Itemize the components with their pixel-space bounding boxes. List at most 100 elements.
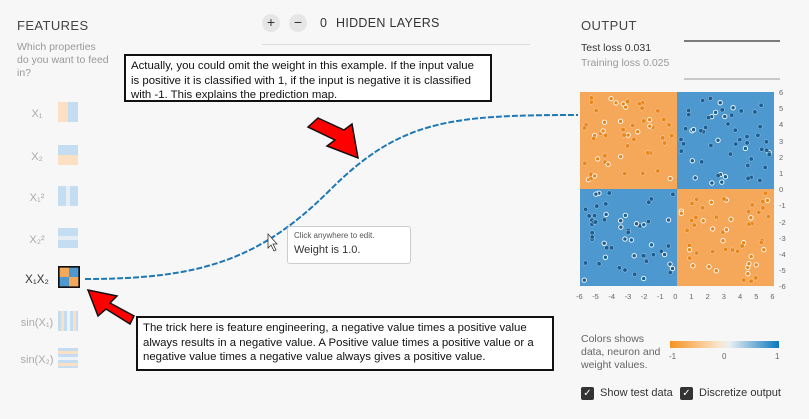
feature-x1-thumbnail bbox=[58, 102, 78, 122]
data-point bbox=[586, 213, 592, 219]
data-point bbox=[592, 173, 598, 179]
test-loss: Test loss 0.031 bbox=[581, 42, 651, 54]
data-point bbox=[621, 132, 627, 138]
remove-layer-button[interactable]: − bbox=[289, 14, 307, 32]
data-point bbox=[640, 253, 646, 259]
data-point bbox=[603, 133, 609, 138]
feature-x1-squared-thumbnail bbox=[58, 186, 78, 206]
y-tick-label: -3 bbox=[779, 233, 786, 243]
data-point bbox=[628, 237, 635, 243]
feature-x2[interactable]: X₂ bbox=[20, 145, 90, 171]
data-point bbox=[603, 201, 609, 207]
weight-link[interactable] bbox=[84, 114, 579, 280]
data-point bbox=[667, 261, 673, 267]
data-point bbox=[582, 160, 588, 166]
data-point bbox=[758, 102, 764, 108]
data-point bbox=[639, 105, 645, 111]
data-point bbox=[618, 153, 624, 160]
y-tick-label: -6 bbox=[779, 282, 786, 292]
data-point bbox=[647, 123, 653, 129]
data-point bbox=[760, 199, 766, 204]
feature-label: X₁X₂ bbox=[25, 274, 49, 286]
feature-x2-squared-thumbnail bbox=[58, 228, 78, 248]
output-heatmap bbox=[580, 92, 774, 286]
data-point bbox=[665, 217, 672, 223]
y-tick-label: -5 bbox=[779, 266, 786, 276]
data-point bbox=[760, 205, 766, 211]
y-tick-label: -1 bbox=[779, 201, 786, 211]
data-point bbox=[640, 171, 646, 176]
add-layer-button[interactable]: + bbox=[262, 14, 280, 32]
data-point bbox=[661, 251, 668, 258]
hidden-layers-count: 0 bbox=[320, 16, 327, 30]
feature-x1x2[interactable]: X₁X₂ bbox=[20, 266, 90, 294]
feature-x1x2-thumbnail bbox=[58, 266, 80, 288]
feature-x1-squared[interactable]: X₁² bbox=[20, 186, 90, 212]
data-point bbox=[601, 240, 607, 246]
data-point bbox=[749, 202, 755, 208]
data-point bbox=[748, 215, 754, 221]
x-tick-label: -6 bbox=[576, 292, 583, 301]
feature-sin-x1-thumbnail bbox=[58, 311, 78, 331]
plus-icon: + bbox=[266, 14, 276, 30]
data-point bbox=[655, 108, 661, 114]
data-point bbox=[581, 277, 587, 283]
data-point bbox=[683, 126, 688, 132]
data-point bbox=[651, 252, 656, 258]
data-point bbox=[715, 173, 721, 178]
minus-icon: − bbox=[293, 14, 303, 30]
data-point bbox=[710, 226, 716, 232]
data-point bbox=[616, 265, 622, 271]
tooltip-hint: Click anywhere to edit. bbox=[294, 231, 375, 240]
feature-x2-thumbnail bbox=[58, 145, 78, 165]
data-point bbox=[757, 178, 763, 183]
data-point bbox=[602, 254, 609, 260]
data-point bbox=[646, 199, 652, 205]
features-title: FEATURES bbox=[17, 18, 89, 33]
data-point bbox=[632, 271, 638, 277]
checkmark-icon: ✓ bbox=[680, 387, 693, 400]
data-point bbox=[595, 156, 601, 162]
data-point bbox=[700, 205, 705, 211]
y-tick-label: -2 bbox=[779, 217, 786, 227]
data-point bbox=[608, 95, 614, 102]
y-tick-label: 3 bbox=[779, 136, 784, 146]
feature-x2-squared[interactable]: X₂² bbox=[20, 228, 90, 254]
data-point bbox=[742, 145, 749, 152]
data-point bbox=[764, 139, 769, 145]
data-point bbox=[600, 128, 606, 134]
data-point bbox=[713, 268, 719, 274]
hidden-layers-label: HIDDEN LAYERS bbox=[336, 16, 440, 30]
data-point bbox=[670, 191, 676, 197]
feature-sin-x2[interactable]: sin(X₂) bbox=[20, 348, 90, 374]
weight-tooltip[interactable]: Click anywhere to edit. Weight is 1.0. bbox=[287, 226, 411, 264]
feature-sin-x1[interactable]: sin(X₁) bbox=[20, 311, 90, 337]
data-point bbox=[710, 249, 715, 254]
data-point bbox=[617, 118, 624, 124]
data-point bbox=[738, 108, 744, 114]
data-point bbox=[706, 115, 711, 120]
data-point bbox=[622, 171, 627, 176]
data-point bbox=[666, 243, 671, 249]
x-tick-label: 1 bbox=[689, 292, 694, 301]
data-point bbox=[646, 117, 653, 123]
data-point bbox=[603, 211, 609, 218]
region-bottom-left bbox=[580, 189, 677, 286]
feature-label: X₂ bbox=[31, 151, 43, 163]
data-point bbox=[681, 141, 686, 147]
data-point bbox=[593, 219, 598, 225]
data-point bbox=[694, 196, 700, 202]
data-point bbox=[753, 275, 759, 281]
data-point bbox=[694, 250, 699, 256]
data-point bbox=[708, 199, 714, 205]
data-point bbox=[588, 176, 594, 181]
data-point bbox=[625, 143, 630, 149]
x-tick-label: 3 bbox=[721, 292, 726, 301]
data-point bbox=[669, 133, 675, 139]
data-point bbox=[594, 203, 600, 209]
y-tick-label: 2 bbox=[779, 152, 784, 162]
data-point bbox=[625, 230, 631, 235]
feature-x1[interactable]: X₁ bbox=[20, 102, 90, 128]
data-point bbox=[739, 243, 745, 249]
data-point bbox=[700, 98, 706, 103]
